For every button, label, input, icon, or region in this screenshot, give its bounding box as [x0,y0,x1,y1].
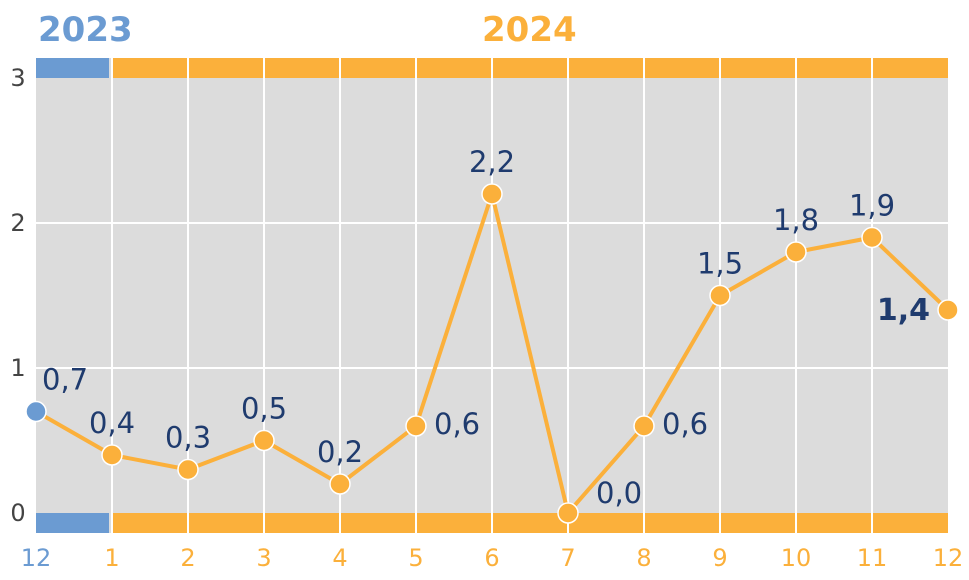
x-tick-label: 11 [857,544,888,572]
data-label: 1,4 [877,293,930,328]
x-tick-label: 8 [636,544,651,572]
y-tick-label: 2 [10,209,25,237]
data-point [861,226,883,249]
x-tick-label: 2 [180,544,195,572]
data-point [785,241,807,263]
year-bar-2024-top [113,58,948,78]
x-tick-label: 12 [21,544,52,572]
x-tick-label: 3 [256,544,271,572]
data-point [481,183,503,205]
year-label-2023: 2023 [38,10,133,50]
data-point [177,458,199,481]
data-label: 1,5 [697,247,743,281]
data-point [557,502,579,524]
x-tick-label: 1 [104,544,119,572]
data-label: 1,8 [773,203,819,237]
x-tick-label: 5 [408,544,423,572]
data-label: 2,2 [469,145,515,179]
data-label: 0,4 [89,406,135,440]
year-bar-2023-top [36,58,109,78]
data-point [101,444,123,466]
data-label: 0,2 [317,435,363,469]
data-label: 0,0 [596,476,642,510]
data-point [633,415,655,437]
y-tick-label: 1 [10,354,25,382]
data-point [937,299,959,321]
data-point [329,473,351,495]
data-label: 0,6 [434,407,480,441]
data-label: 0,5 [241,392,287,426]
y-tick-label: 3 [10,64,25,92]
data-label: 1,9 [849,189,895,223]
x-tick-label: 9 [712,544,727,572]
data-label: 0,6 [662,407,708,441]
year-label-2024: 2024 [482,10,577,50]
data-point [709,284,731,307]
data-point [405,415,427,437]
x-tick-label: 12 [933,544,964,572]
data-point [253,429,275,452]
data-label: 0,7 [42,363,88,397]
year-bar-2023-bottom [36,513,109,533]
y-tick-label: 0 [10,499,25,527]
x-tick-label: 4 [332,544,347,572]
x-tick-label: 7 [560,544,575,572]
year-bar-2024-bottom [113,513,948,533]
data-point [25,400,47,423]
x-tick-label: 6 [484,544,499,572]
data-label: 0,3 [165,421,211,455]
x-tick-label: 10 [781,544,812,572]
